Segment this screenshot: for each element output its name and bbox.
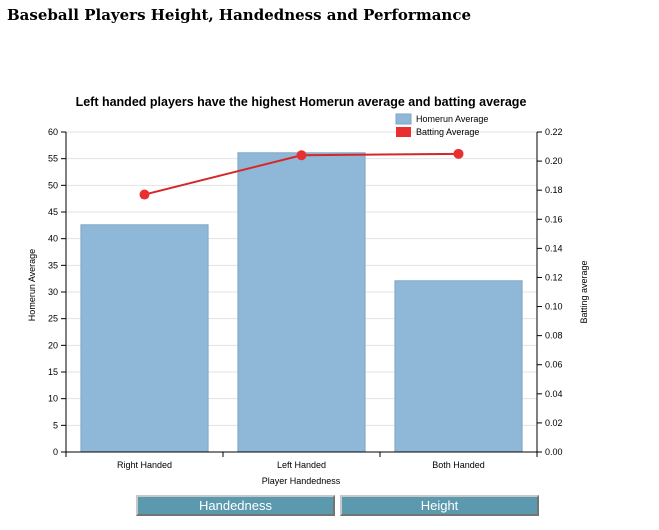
y2-axis-label: Batting average (579, 260, 589, 323)
y2-tick-label: 0.18 (545, 185, 563, 195)
handedness-button[interactable]: Handedness (136, 495, 335, 516)
y2-tick-label: 0.22 (545, 127, 563, 137)
y-tick-label: 5 (53, 420, 58, 430)
y2-tick-label: 0.02 (545, 418, 563, 428)
y2-tick-label: 0.14 (545, 243, 563, 253)
y2-tick-label: 0.00 (545, 447, 563, 457)
x-axis: Right Handed Left Handed Both Handed (65, 451, 538, 470)
height-button[interactable]: Height (340, 495, 539, 516)
y-tick-label: 35 (48, 260, 58, 270)
view-toggle-buttons: Handedness Height (136, 495, 540, 516)
legend: Homerun Average Batting Average (395, 113, 488, 137)
y-tick-label: 10 (48, 394, 58, 404)
y-tick-label: 30 (48, 287, 58, 297)
x-tick-label: Left Handed (277, 460, 326, 470)
line-series (139, 148, 464, 200)
right-axis: 0.00 0.02 0.04 0.06 0.08 0.10 0.12 0.14 0.16 0.18… (536, 127, 563, 457)
y-tick-label: 45 (48, 207, 58, 217)
y-axis-label: Homerun Average (27, 249, 37, 321)
y-tick-label: 60 (48, 127, 58, 137)
y-tick-label: 50 (48, 180, 58, 190)
page-title: Baseball Players Height, Handedness and … (7, 6, 471, 24)
y-tick-label: 55 (48, 154, 58, 164)
legend-swatch-homerun (395, 113, 412, 125)
bar-homerun (237, 152, 366, 453)
y2-tick-label: 0.16 (545, 214, 563, 224)
y-tick-label: 40 (48, 234, 58, 244)
left-axis: 0 5 10 15 20 25 30 35 40 45 50 55 60 (48, 127, 67, 457)
x-tick-label: Right Handed (117, 460, 172, 470)
legend-label-homerun: Homerun Average (416, 114, 488, 124)
y-tick-label: 15 (48, 367, 58, 377)
y-tick-label: 25 (48, 314, 58, 324)
batting-average-point (139, 189, 150, 200)
y2-tick-label: 0.10 (545, 302, 563, 312)
y-tick-label: 0 (53, 447, 58, 457)
y2-tick-label: 0.08 (545, 331, 563, 341)
chart-title: Left handed players have the highest Hom… (76, 95, 527, 109)
y2-tick-label: 0.12 (545, 272, 563, 282)
batting-average-point (453, 148, 464, 159)
x-tick-label: Both Handed (432, 460, 485, 470)
legend-label-batting: Batting Average (416, 127, 479, 137)
bar-homerun (394, 280, 523, 453)
x-axis-label: Player Handedness (262, 476, 341, 486)
batting-average-point (296, 150, 307, 161)
y2-tick-label: 0.20 (545, 156, 563, 166)
y-tick-label: 20 (48, 340, 58, 350)
y2-tick-label: 0.04 (545, 389, 563, 399)
y2-tick-label: 0.06 (545, 360, 563, 370)
bars (80, 152, 523, 453)
bar-homerun (80, 224, 209, 453)
legend-swatch-batting (396, 127, 411, 137)
